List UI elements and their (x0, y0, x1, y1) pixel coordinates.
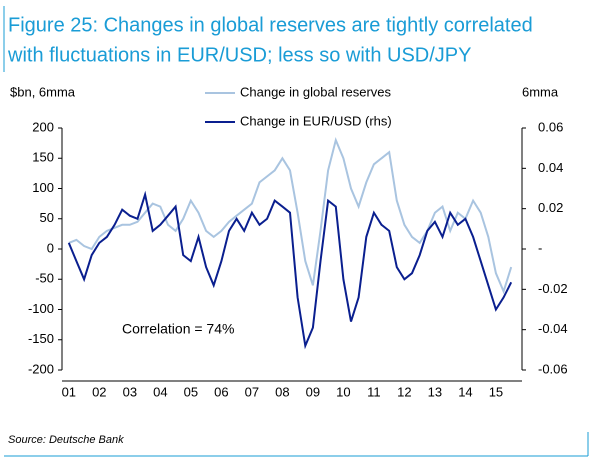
y-tick-label: 150 (32, 150, 54, 165)
x-tick-label: 03 (123, 384, 137, 399)
source: Source: Deutsche Bank (8, 434, 124, 446)
y2-tick-label: - (538, 240, 542, 255)
y2-tick-label: 0.02 (538, 200, 563, 215)
x-tick-label: 11 (367, 384, 381, 399)
x-tick-label: 09 (306, 384, 320, 399)
y-tick-label: 50 (40, 210, 54, 225)
y-tick-label: -200 (28, 361, 54, 376)
line-series (68, 136, 513, 295)
x-tick-label: 13 (428, 384, 442, 399)
legend-label: Change in EUR/USD (rhs) (240, 113, 392, 128)
x-tick-label: 14 (458, 384, 472, 399)
y2-tick-label: -0.06 (538, 361, 568, 376)
y-tick-label: 0 (47, 240, 54, 255)
y2-tick-label: -0.04 (538, 321, 568, 336)
annotation: Correlation = 74% (122, 321, 234, 337)
x-tick-label: 10 (336, 384, 350, 399)
y2-tick-label: -0.02 (538, 281, 568, 296)
chart-title: with fluctuations in EUR/USD; less so wi… (7, 44, 472, 66)
y-tick-label: -100 (28, 301, 54, 316)
x-tick-label: 01 (62, 384, 76, 399)
x-tick-label: 15 (489, 384, 503, 399)
x-tick-label: 07 (245, 384, 259, 399)
y2-tick-label: 0.06 (538, 119, 563, 134)
y2-axis-label: 6mma (522, 84, 559, 99)
x-tick-label: 04 (153, 384, 167, 399)
x-tick-label: 12 (397, 384, 411, 399)
chart-title: Figure 25: Changes in global reserves ar… (8, 14, 533, 36)
y-tick-label: 200 (32, 119, 54, 134)
x-tick-label: 05 (184, 384, 198, 399)
x-tick-label: 06 (214, 384, 228, 399)
y-axis-label: $bn, 6mma (10, 84, 76, 99)
y-tick-label: 100 (32, 180, 54, 195)
x-tick-label: 02 (92, 384, 106, 399)
x-tick-label: 08 (275, 384, 289, 399)
y2-tick-label: 0.04 (538, 160, 563, 175)
legend-label: Change in global reserves (240, 84, 392, 99)
line-series (67, 190, 513, 350)
y-tick-label: -50 (35, 271, 54, 286)
y-tick-label: -150 (28, 331, 54, 346)
